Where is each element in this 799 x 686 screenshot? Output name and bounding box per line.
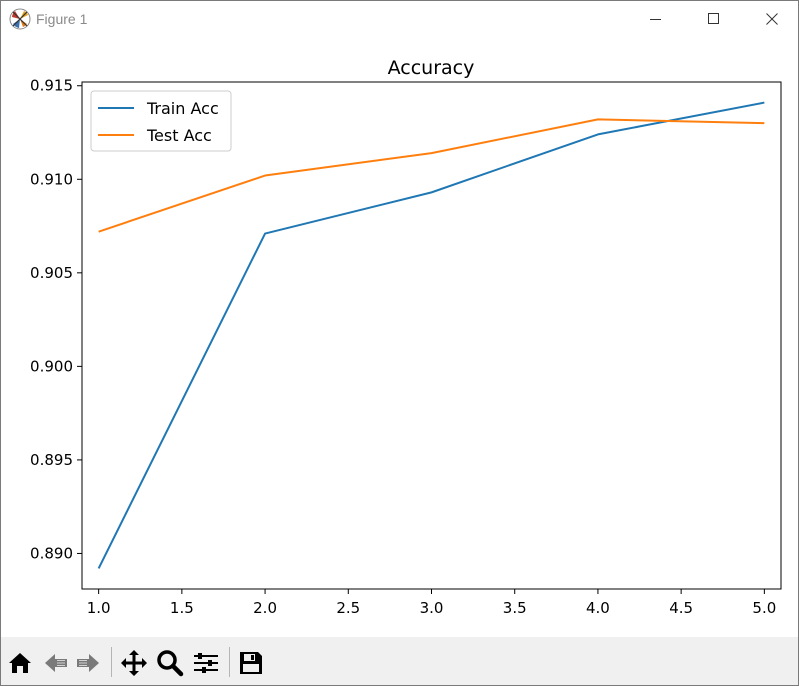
minimize-icon — [650, 19, 661, 20]
toolbar-separator — [229, 647, 230, 677]
navigation-toolbar — [1, 637, 798, 685]
pan-icon — [121, 650, 147, 676]
x-tick-label: 3.0 — [420, 599, 444, 617]
y-tick-label: 0.915 — [30, 77, 73, 95]
chart-title: Accuracy — [388, 57, 475, 79]
x-axis: 1.0 1.5 2.0 2.5 3.0 3.5 4.0 4.5 5.0 — [87, 589, 776, 617]
window-title: Figure 1 — [36, 11, 88, 27]
x-tick-label: 4.0 — [586, 599, 610, 617]
series-lines — [97, 101, 765, 569]
toolbar-separator — [111, 647, 112, 677]
title-bar: Figure 1 — [1, 1, 798, 37]
figure-canvas[interactable]: Accuracy 1.0 1.5 2.0 2.5 3.0 3.5 4.0 4.5 5.0 0.8… — [1, 37, 798, 637]
x-tick-label: 3.5 — [503, 599, 527, 617]
home-button[interactable] — [5, 648, 35, 678]
matplotlib-icon — [9, 8, 31, 30]
line-chart: Accuracy 1.0 1.5 2.0 2.5 3.0 3.5 4.0 4.5 5.0 0.8… — [30, 57, 782, 617]
legend: Train Acc Test Acc — [90, 90, 232, 152]
x-tick-label: 2.0 — [253, 599, 277, 617]
y-tick-label: 0.895 — [30, 451, 73, 469]
save-icon — [240, 652, 262, 674]
back-button[interactable] — [41, 648, 71, 678]
configure-subplots-icon — [194, 653, 218, 673]
home-icon — [9, 653, 31, 673]
forward-icon — [77, 654, 99, 672]
save-button[interactable] — [236, 648, 266, 678]
forward-button[interactable] — [73, 648, 103, 678]
plot-area — [81, 81, 782, 590]
back-icon — [45, 654, 67, 672]
y-tick-label: 0.905 — [30, 264, 73, 282]
minimize-button[interactable] — [627, 1, 685, 37]
zoom-icon — [157, 650, 184, 677]
series-line-test-acc — [98, 118, 765, 233]
x-tick-label: 1.5 — [170, 599, 194, 617]
y-axis: 0.890 0.895 0.900 0.905 0.910 0.915 — [30, 77, 82, 562]
y-tick-label: 0.900 — [30, 357, 73, 375]
maximize-button[interactable] — [685, 1, 743, 37]
legend-label: Train Acc — [146, 99, 219, 118]
zoom-button[interactable] — [155, 648, 185, 678]
series-line-train-acc — [97, 101, 765, 569]
close-button[interactable] — [743, 1, 798, 37]
y-tick-label: 0.890 — [30, 544, 73, 562]
close-icon — [766, 13, 778, 25]
x-tick-label: 2.5 — [336, 599, 360, 617]
pan-button[interactable] — [119, 648, 149, 678]
x-tick-label: 1.0 — [87, 599, 111, 617]
x-tick-label: 5.0 — [752, 599, 776, 617]
configure-subplots-button[interactable] — [191, 648, 221, 678]
x-tick-label: 4.5 — [669, 599, 693, 617]
y-tick-label: 0.910 — [30, 170, 73, 188]
legend-label: Test Acc — [146, 126, 212, 145]
maximize-icon — [708, 13, 719, 24]
